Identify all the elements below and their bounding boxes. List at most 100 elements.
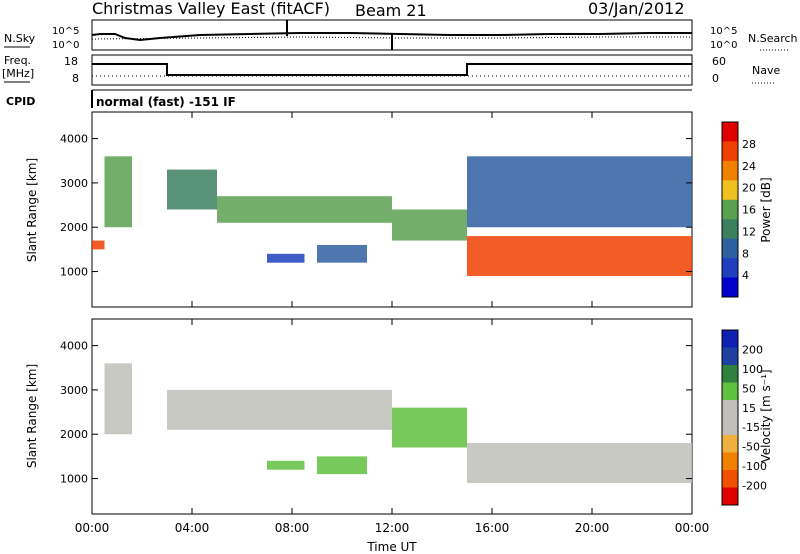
velocity-colorbar-swatch-4 (722, 400, 738, 418)
power-colorbar-swatch-7 (722, 258, 738, 279)
velocity-colorbar-swatch-0 (722, 330, 738, 348)
power-region-0 (92, 240, 105, 250)
noise-left-tick-hi: 10^5 (52, 26, 79, 37)
power-y-tick-label-0: 1000 (60, 266, 88, 279)
power-colorbar-label: Power [dB] (759, 177, 773, 242)
velocity-region-3 (317, 456, 367, 475)
velocity-colorbar-swatch-1 (722, 347, 738, 366)
power-region-4 (267, 253, 305, 263)
velocity-colorbar-tick-label-0: -200 (742, 480, 767, 493)
velocity-colorbar-swatch-6 (722, 435, 738, 453)
power-y-label: Slant Range [km] (25, 158, 39, 262)
power-y-tick-label-1: 2000 (60, 221, 88, 234)
x-tick-label-3: 12:00 (375, 521, 410, 535)
power-colorbar-swatch-3 (722, 180, 738, 201)
power-colorbar-tick-label-2: 12 (742, 225, 756, 238)
velocity-colorbar-frame (721, 329, 739, 506)
power-colorbar-tick-label-0: 4 (742, 269, 749, 282)
power-colorbar-tick-label-6: 28 (742, 138, 756, 151)
power-data-layer (92, 156, 692, 276)
freq-right-tick-hi: 60 (712, 55, 726, 68)
power-region-3 (217, 196, 392, 223)
velocity-y-tick-label-2: 3000 (60, 384, 88, 397)
noise-right-tick-lo: 10^0 (710, 40, 737, 51)
x-tick-label-6: 00:00 (675, 521, 710, 535)
power-region-1 (104, 156, 132, 228)
nsearch-trace (91, 36, 692, 40)
velocity-region-5 (467, 443, 692, 483)
velocity-y-label: Slant Range [km] (25, 364, 39, 468)
velocity-y-tick-label-0: 1000 (60, 473, 88, 486)
time-x-axis: 00:00 04:00 08:00 12:00 16:00 20:00 00:00 (75, 112, 710, 535)
power-region-7 (467, 236, 692, 276)
power-colorbar-tick-label-3: 16 (742, 204, 756, 217)
beam-label: Beam 21 (355, 1, 427, 20)
velocity-colorbar-swatch-5 (722, 417, 738, 436)
velocity-panel: 1000 2000 3000 4000 Slant Range [km] (25, 318, 693, 515)
power-colorbar-swatch-0 (722, 122, 738, 142)
power-colorbar-tick-label-4: 20 (742, 182, 756, 195)
velocity-colorbar-tick-label-3: -15 (742, 421, 760, 434)
power-colorbar-tick-label-5: 24 (742, 160, 756, 173)
power-region-8 (467, 156, 692, 228)
date-label: 03/Jan/2012 (588, 0, 685, 18)
velocity-colorbar-swatch-8 (722, 470, 738, 488)
velocity-region-2 (267, 460, 305, 470)
velocity-y-tick-label-1: 2000 (60, 428, 88, 441)
power-y-axis: 1000 2000 3000 4000 (60, 133, 692, 279)
nsky-trace (91, 32, 692, 42)
cpid-label: CPID (6, 95, 35, 108)
x-tick-label-0: 00:00 (75, 521, 110, 535)
power-colorbar: 4 8 12 16 20 24 28 (721, 121, 756, 298)
nsearch-label: N.Search (748, 32, 798, 45)
velocity-colorbar-swatch-3 (722, 382, 738, 401)
velocity-region-0 (104, 363, 132, 435)
velocity-colorbar-tick-label-7: 200 (742, 343, 763, 356)
x-tick-label-1: 04:00 (175, 521, 210, 535)
power-region-6 (392, 209, 467, 241)
x-axis-label: Time UT (366, 540, 417, 554)
velocity-y-axis: 1000 2000 3000 4000 (60, 340, 692, 486)
velocity-colorbar-tick-label-4: 15 (742, 402, 756, 415)
power-y-tick-label-3: 4000 (60, 133, 88, 146)
velocity-colorbar-tick-label-5: 50 (742, 382, 756, 395)
x-tick-label-4: 16:00 (475, 521, 510, 535)
power-y-tick-label-2: 3000 (60, 177, 88, 190)
plot-title: Christmas Valley East (fitACF) (92, 0, 330, 18)
nave-label: Nave (752, 64, 780, 77)
x-tick-label-2: 08:00 (275, 521, 310, 535)
velocity-colorbar-label: Velocity [m s⁻¹] (759, 369, 773, 462)
velocity-region-1 (167, 389, 392, 430)
power-colorbar-swatch-8 (722, 277, 738, 298)
freq-left-tick-lo: 8 (72, 72, 79, 85)
nsky-label: N.Sky (4, 32, 36, 45)
velocity-y-tick-label-3: 4000 (60, 340, 88, 353)
power-region-2 (167, 169, 217, 210)
noise-right-tick-hi: 10^5 (710, 26, 737, 37)
velocity-colorbar-tick-label-1: -100 (742, 460, 767, 473)
freq-label: Freq. (4, 54, 31, 67)
power-region-5 (317, 244, 367, 263)
velocity-colorbar-tick-label-6: 100 (742, 363, 763, 376)
velocity-data-layer (104, 363, 692, 483)
power-colorbar-tick-label-1: 8 (742, 247, 749, 260)
x-tick-label-5: 20:00 (575, 521, 610, 535)
power-colorbar-swatch-1 (722, 141, 738, 162)
velocity-colorbar-tick-label-2: -50 (742, 441, 760, 454)
freq-panel (91, 54, 693, 86)
power-colorbar-swatch-5 (722, 219, 738, 240)
power-colorbar-swatch-4 (722, 199, 738, 220)
noise-left-tick-lo: 10^0 (52, 40, 79, 51)
velocity-colorbar-swatch-7 (722, 452, 738, 471)
power-colorbar-frame (721, 121, 739, 298)
freq-trace (92, 63, 692, 76)
freq-unit: [MHz] (2, 67, 34, 80)
velocity-colorbar-swatch-2 (722, 365, 738, 383)
power-colorbar-swatch-2 (722, 160, 738, 181)
power-colorbar-swatch-6 (722, 238, 738, 259)
freq-left-tick-hi: 18 (64, 55, 78, 68)
cpid-text: normal (fast) -151 IF (96, 95, 236, 109)
velocity-colorbar: -200 -100 -50 -15 15 50 100 200 (721, 329, 767, 506)
velocity-region-4 (392, 407, 467, 448)
